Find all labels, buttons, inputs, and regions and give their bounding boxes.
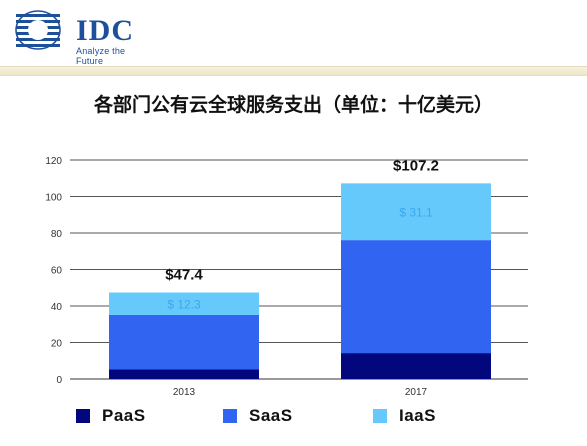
legend-swatch-saas [223,409,237,423]
legend-item-saas: SaaS [223,406,293,426]
y-tick-label: 40 [51,302,63,313]
x-tick-label: 2017 [405,387,428,398]
total-label: $47.4 [165,266,203,283]
chart-labels: 2013 $47.4 $ 12.3 2017 $107.2 $ 31.1 [165,157,439,398]
segment-label-iaas: $ 31.1 [399,206,433,220]
legend-swatch-iaas [373,409,387,423]
logo-text: IDC [76,14,135,47]
legend-item-iaas: IaaS [373,406,436,426]
x-tick-label: 2013 [173,387,196,398]
bar-segment-paas-2013 [109,369,259,379]
legend-label-saas: SaaS [249,406,293,425]
bar-segment-iaas-2013 [109,292,259,315]
y-tick-label: 0 [56,375,62,386]
bar-segment-paas-2017 [341,353,491,379]
chart-title: 各部门公有云全球服务支出（单位：十亿美元） [93,94,493,116]
chart-svg: 0 20 40 60 80 100 120 2013 $47.4 $ 12.3 2017 $107.… [45,156,528,398]
logo-tagline: Analyze the Future [76,46,126,66]
y-tick-label: 20 [51,339,63,350]
legend-label-paas: PaaS [102,406,146,425]
total-label: $107.2 [393,157,439,174]
legend-label-iaas: IaaS [399,406,436,425]
bar-segment-iaas-2017 [341,183,491,241]
y-tick-label: 100 [45,193,62,204]
chart-y-ticks: 0 20 40 60 80 100 120 [45,156,62,386]
bar-segment-saas-2017 [341,240,491,354]
bar-segment-saas-2013 [109,314,259,370]
legend-item-paas: PaaS [76,406,146,426]
chart-legend: PaaS SaaS IaaS [0,398,587,438]
idc-logo: IDC Analyze the Future [12,8,152,66]
globe-icon [15,10,61,50]
y-tick-label: 120 [45,156,62,167]
legend-swatch-paas [76,409,90,423]
y-tick-label: 60 [51,266,63,277]
header-band [0,66,587,76]
segment-label-iaas: $ 12.3 [167,298,201,312]
y-tick-label: 80 [51,229,63,240]
chart-bars [109,183,491,379]
